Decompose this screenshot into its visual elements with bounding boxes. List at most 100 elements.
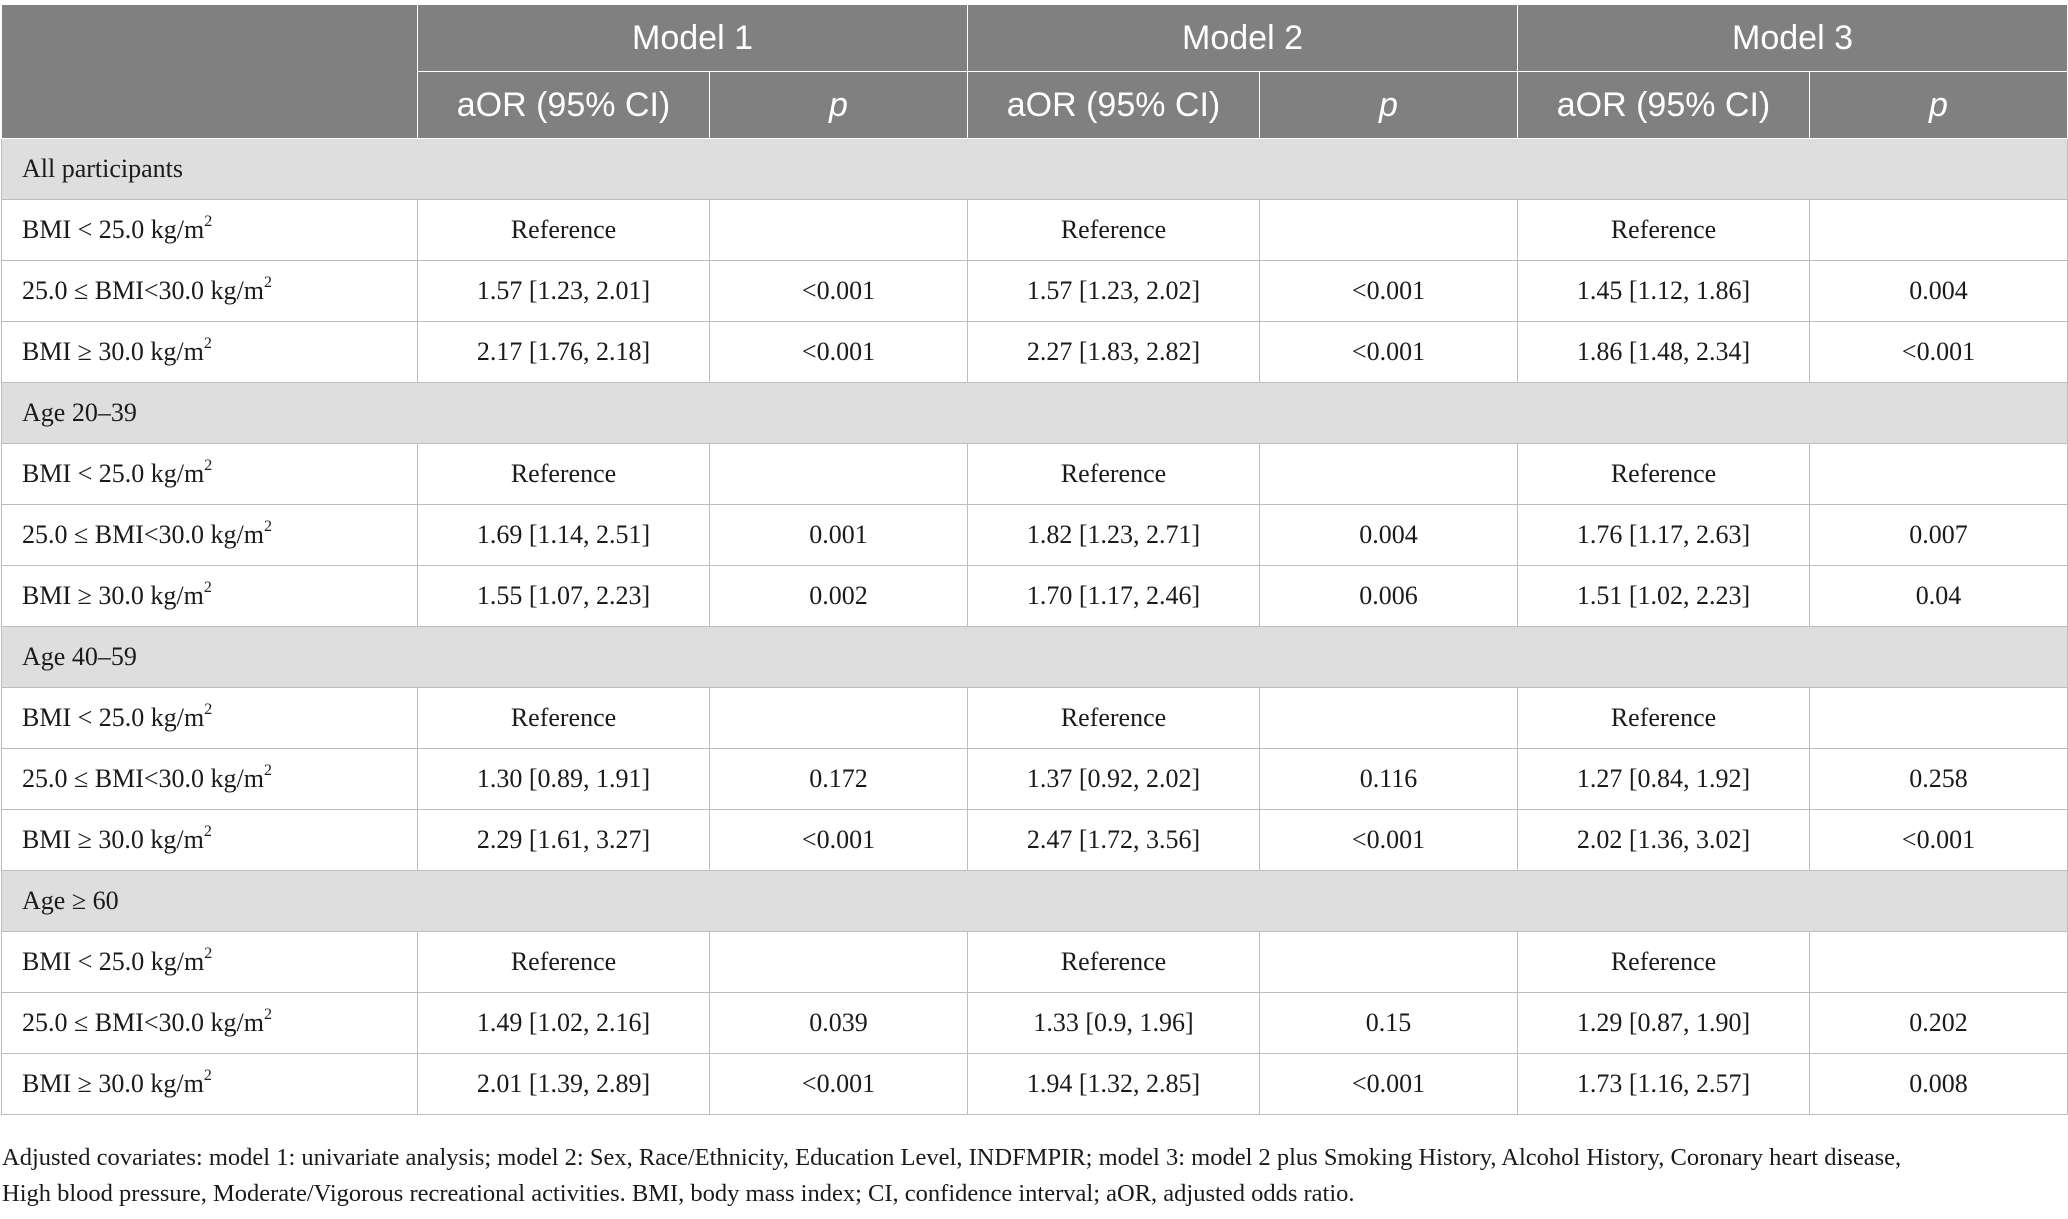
unit-superscript: 2	[264, 274, 272, 292]
p-value-cell: <0.001	[709, 809, 968, 871]
group-row: Age ≥ 60	[1, 870, 2068, 932]
row-label: BMI ≥ 30.0 kg/m2	[1, 321, 418, 383]
table-row: BMI ≥ 30.0 kg/m2 2.29 [1.61, 3.27] <0.001 2…	[1, 809, 2068, 871]
unit-superscript: 2	[203, 823, 212, 841]
row-label: BMI < 25.0 kg/m2	[1, 443, 418, 505]
row-label-text: 25.0 ≤ BMI<30.0 kg/m	[22, 520, 264, 549]
p-value-cell: 0.002	[709, 565, 968, 627]
row-label-text: BMI < 25.0 kg/m	[22, 703, 205, 732]
aor-cell: 1.94 [1.32, 2.85]	[967, 1053, 1260, 1115]
table-row: BMI < 25.0 kg/m2 Reference Reference Refere…	[1, 443, 2068, 505]
aor-cell: 2.17 [1.76, 2.18]	[417, 321, 710, 383]
table-body: All participants BMI < 25.0 kg/m2 Referenc…	[1, 138, 2068, 1115]
p-header: p	[1259, 71, 1518, 139]
row-label-text: BMI ≥ 30.0 kg/m	[22, 1069, 204, 1098]
row-label-text: BMI ≥ 30.0 kg/m	[22, 581, 204, 610]
p-value-cell: <0.001	[1259, 260, 1518, 322]
aor-cell: 1.51 [1.02, 2.23]	[1517, 565, 1810, 627]
p-value-cell: 0.008	[1809, 1053, 2068, 1115]
p-value-cell: 0.007	[1809, 504, 2068, 566]
p-value-cell	[1809, 931, 2068, 993]
row-label-text: BMI < 25.0 kg/m	[22, 459, 205, 488]
unit-superscript: 2	[203, 335, 212, 353]
aor-cell: 1.29 [0.87, 1.90]	[1517, 992, 1810, 1054]
row-label: 25.0 ≤ BMI<30.0 kg/m2	[1, 504, 418, 566]
p-value-cell	[709, 687, 968, 749]
group-title: Age 20–39	[1, 382, 2068, 444]
aor-cell: Reference	[417, 687, 710, 749]
p-value-cell	[1259, 443, 1518, 505]
p-value-cell	[709, 199, 968, 261]
p-header: p	[1809, 71, 2068, 139]
unit-superscript: 2	[264, 762, 272, 780]
p-value-cell	[709, 443, 968, 505]
aor-cell: Reference	[967, 687, 1260, 749]
model-header-row: Model 1 Model 2 Model 3	[1, 4, 2068, 139]
aor-cell: 1.37 [0.92, 2.02]	[967, 748, 1260, 810]
unit-superscript: 2	[204, 457, 213, 475]
aor-cell: 1.57 [1.23, 2.01]	[417, 260, 710, 322]
aor-cell: 1.45 [1.12, 1.86]	[1517, 260, 1810, 322]
table-row: BMI < 25.0 kg/m2 Reference Reference Refere…	[1, 199, 2068, 261]
p-value-cell	[1259, 199, 1518, 261]
p-value-cell: <0.001	[709, 1053, 968, 1115]
blank-header-cell	[1, 4, 418, 139]
unit-superscript: 2	[264, 1006, 272, 1024]
aor-cell: 1.86 [1.48, 2.34]	[1517, 321, 1810, 383]
table-header: Model 1 Model 2 Model 3 aOR (95% CI) p a…	[1, 4, 2068, 139]
aor-cell: 1.49 [1.02, 2.16]	[417, 992, 710, 1054]
unit-superscript: 2	[264, 518, 272, 536]
aor-cell: Reference	[417, 931, 710, 993]
aor-cell: 1.30 [0.89, 1.91]	[417, 748, 710, 810]
p-value-cell: 0.202	[1809, 992, 2068, 1054]
row-label: BMI < 25.0 kg/m2	[1, 199, 418, 261]
row-label: BMI ≥ 30.0 kg/m2	[1, 809, 418, 871]
p-value-cell: 0.116	[1259, 748, 1518, 810]
table-row: BMI ≥ 30.0 kg/m2 2.01 [1.39, 2.89] <0.001 1…	[1, 1053, 2068, 1115]
unit-superscript: 2	[204, 213, 213, 231]
footnote-line: High blood pressure, Moderate/Vigorous r…	[2, 1180, 1355, 1207]
p-value-cell: 0.258	[1809, 748, 2068, 810]
table-row: 25.0 ≤ BMI<30.0 kg/m2 1.69 [1.14, 2.51] 0.…	[1, 504, 2068, 566]
table-row: BMI ≥ 30.0 kg/m2 2.17 [1.76, 2.18] <0.001 2…	[1, 321, 2068, 383]
table-row: BMI < 25.0 kg/m2 Reference Reference Refere…	[1, 931, 2068, 993]
row-label-text: BMI < 25.0 kg/m	[22, 947, 205, 976]
row-label: BMI < 25.0 kg/m2	[1, 931, 418, 993]
p-value-cell	[709, 931, 968, 993]
unit-superscript: 2	[204, 945, 213, 963]
row-label: BMI ≥ 30.0 kg/m2	[1, 1053, 418, 1115]
aor-cell: Reference	[967, 443, 1260, 505]
p-value-cell: <0.001	[1259, 1053, 1518, 1115]
p-value-cell: <0.001	[1809, 321, 2068, 383]
aor-cell: 1.69 [1.14, 2.51]	[417, 504, 710, 566]
aor-cell: 1.55 [1.07, 2.23]	[417, 565, 710, 627]
aor-cell: 1.76 [1.17, 2.63]	[1517, 504, 1810, 566]
p-value-cell	[1259, 931, 1518, 993]
p-value-cell: 0.001	[709, 504, 968, 566]
aor-cell: Reference	[1517, 199, 1810, 261]
aor-cell: Reference	[967, 199, 1260, 261]
aor-cell: 1.73 [1.16, 2.57]	[1517, 1053, 1810, 1115]
p-value-cell: <0.001	[709, 321, 968, 383]
table-row: 25.0 ≤ BMI<30.0 kg/m2 1.57 [1.23, 2.01] <0…	[1, 260, 2068, 322]
row-label: 25.0 ≤ BMI<30.0 kg/m2	[1, 260, 418, 322]
unit-superscript: 2	[203, 1067, 212, 1085]
odds-ratio-table: Model 1 Model 2 Model 3 aOR (95% CI) p a…	[1, 4, 2068, 1115]
p-value-cell	[1809, 443, 2068, 505]
p-value-cell: <0.001	[1259, 321, 1518, 383]
model-1-header: Model 1	[417, 4, 968, 72]
group-row: Age 40–59	[1, 626, 2068, 688]
row-label: BMI ≥ 30.0 kg/m2	[1, 565, 418, 627]
p-header: p	[709, 71, 968, 139]
group-row: All participants	[1, 138, 2068, 200]
aor-header: aOR (95% CI)	[967, 71, 1260, 139]
p-value-cell: <0.001	[1259, 809, 1518, 871]
p-value-cell	[1809, 687, 2068, 749]
aor-cell: Reference	[967, 931, 1260, 993]
aor-header: aOR (95% CI)	[417, 71, 710, 139]
unit-superscript: 2	[204, 701, 213, 719]
aor-cell: 2.29 [1.61, 3.27]	[417, 809, 710, 871]
aor-cell: 1.33 [0.9, 1.96]	[967, 992, 1260, 1054]
aor-cell: Reference	[417, 199, 710, 261]
footnote-line: Adjusted covariates: model 1: univariate…	[2, 1144, 1902, 1171]
